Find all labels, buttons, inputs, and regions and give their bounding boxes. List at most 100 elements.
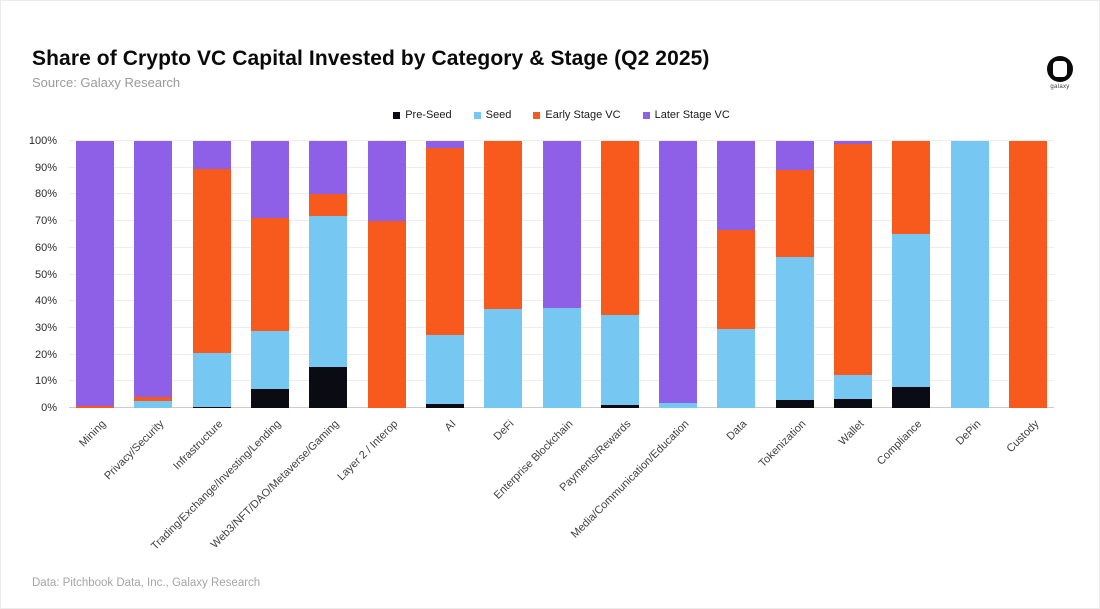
bar-segment bbox=[600, 405, 639, 408]
y-tick-label: 0% bbox=[41, 402, 57, 414]
bar-segment bbox=[309, 194, 348, 216]
x-axis-label: DePin bbox=[953, 418, 984, 448]
y-tick-label: 80% bbox=[34, 188, 57, 201]
bar-media-communication-education bbox=[659, 141, 698, 408]
legend-item-seed: Seed bbox=[473, 109, 512, 121]
x-axis-label: AI bbox=[442, 418, 459, 434]
legend-swatch-icon bbox=[393, 111, 401, 119]
bar-segment bbox=[367, 141, 406, 222]
bar-segment bbox=[600, 314, 639, 406]
x-axis-label: Custody bbox=[1004, 418, 1042, 456]
x-axis-label: Mining bbox=[77, 418, 109, 450]
bar-segment bbox=[834, 374, 873, 399]
bar-wallet bbox=[834, 141, 873, 408]
y-tick-label: 100% bbox=[28, 135, 57, 147]
x-axis-label: Trading/Exchange/Investing/Lending bbox=[148, 418, 284, 553]
bar-defi bbox=[484, 141, 523, 408]
bar-segment bbox=[134, 397, 173, 402]
bar-data bbox=[717, 141, 756, 408]
bar-ai bbox=[425, 141, 464, 408]
bar-segment bbox=[542, 307, 581, 408]
data-attribution: Data: Pitchbook Data, Inc., Galaxy Resea… bbox=[32, 577, 261, 589]
x-axis-label: Privacy/Security bbox=[102, 418, 167, 483]
bar-segment bbox=[600, 141, 639, 315]
y-tick-label: 90% bbox=[34, 161, 57, 174]
bars-container bbox=[69, 141, 1054, 408]
bar-segment bbox=[659, 141, 698, 403]
bar-trading-exchange-investing-lending bbox=[250, 141, 289, 408]
source-subtitle: Source: Galaxy Research bbox=[32, 75, 181, 90]
bar-segment bbox=[484, 141, 523, 310]
bar-segment bbox=[775, 257, 814, 400]
bar-segment bbox=[134, 401, 173, 408]
bar-segment bbox=[309, 141, 348, 195]
galaxy-logo-hole bbox=[1053, 61, 1067, 77]
x-axis-label: Wallet bbox=[836, 418, 867, 448]
bar-segment bbox=[892, 234, 931, 387]
y-axis: 0% 10% 20% 30% 40% 50% 60% 70% 80% 90% 100% bbox=[1, 135, 63, 414]
bar-segment bbox=[134, 141, 173, 398]
y-tick-label: 40% bbox=[34, 295, 57, 308]
bar-segment bbox=[425, 141, 464, 148]
bar-segment bbox=[192, 141, 231, 170]
bar-enterprise-blockchain bbox=[542, 141, 581, 408]
legend-label: Seed bbox=[485, 109, 512, 121]
x-axis-label: Layer 2 / Interop bbox=[334, 418, 401, 484]
bar-segment bbox=[834, 143, 873, 375]
y-tick-label: 70% bbox=[34, 215, 57, 228]
y-tick-label: 20% bbox=[34, 348, 57, 361]
bar-segment bbox=[250, 389, 289, 408]
bar-custody bbox=[1009, 141, 1047, 408]
galaxy-logo-icon bbox=[1047, 56, 1073, 82]
bar-segment bbox=[425, 404, 464, 408]
page-title: Share of Crypto VC Capital Invested by C… bbox=[32, 47, 710, 70]
bar-segment bbox=[892, 386, 931, 408]
bar-segment bbox=[367, 221, 406, 408]
legend-item-pre-seed: Pre-Seed bbox=[393, 109, 452, 121]
bar-compliance bbox=[892, 141, 931, 408]
bar-segment bbox=[192, 353, 231, 407]
bar-segment bbox=[775, 400, 814, 408]
bar-segment bbox=[775, 170, 814, 258]
gridline bbox=[69, 140, 1054, 141]
legend-label: Later Stage VC bbox=[654, 109, 730, 121]
x-axis-label: DeFi bbox=[491, 418, 517, 443]
legend-item-early-stage-vc: Early Stage VC bbox=[533, 109, 621, 121]
legend-label: Pre-Seed bbox=[405, 109, 452, 121]
bar-privacy-security bbox=[134, 141, 173, 408]
y-tick-label: 60% bbox=[34, 241, 57, 254]
bar-segment bbox=[717, 329, 756, 408]
y-tick-label: 10% bbox=[34, 375, 57, 388]
bar-infrastructure bbox=[192, 141, 231, 408]
x-axis-label: Tokenization bbox=[756, 418, 809, 470]
bar-segment bbox=[250, 330, 289, 390]
galaxy-logo: galaxy bbox=[1045, 56, 1075, 90]
plot-area: Mining Privacy/Security Infrastructure Trad… bbox=[69, 140, 1054, 552]
bar-segment bbox=[425, 147, 464, 335]
bar-segment bbox=[192, 406, 231, 408]
bar-payments-rewards bbox=[600, 141, 639, 408]
bar-segment bbox=[717, 141, 756, 231]
bar-web3-nft-dao-metaverse-gaming bbox=[309, 141, 348, 408]
chart-legend: Pre-Seed Seed Early Stage VC Later Stage VC bbox=[69, 109, 1054, 121]
legend-swatch-icon bbox=[473, 111, 481, 119]
bar-segment bbox=[425, 334, 464, 404]
y-tick-label: 50% bbox=[34, 268, 57, 281]
bar-segment bbox=[192, 169, 231, 354]
legend-item-later-stage-vc: Later Stage VC bbox=[642, 109, 730, 121]
x-axis-label: Media/Communication/Education bbox=[568, 418, 692, 541]
bar-tokenization bbox=[775, 141, 814, 408]
x-axis-label: Infrastructure bbox=[170, 418, 226, 473]
bar-segment bbox=[950, 141, 989, 408]
legend-swatch-icon bbox=[533, 111, 541, 119]
bar-segment bbox=[834, 141, 873, 144]
bar-segment bbox=[717, 230, 756, 330]
y-tick-label: 30% bbox=[34, 321, 57, 334]
x-axis-label: Web3/NFT/DAO/Metaverse/Gaming bbox=[208, 418, 342, 551]
x-axis-label: Data bbox=[724, 418, 750, 443]
x-axis-label: Compliance bbox=[875, 418, 925, 468]
bar-segment bbox=[775, 141, 814, 171]
legend-swatch-icon bbox=[642, 111, 650, 119]
bar-segment bbox=[542, 141, 581, 308]
bar-mining bbox=[76, 141, 114, 408]
